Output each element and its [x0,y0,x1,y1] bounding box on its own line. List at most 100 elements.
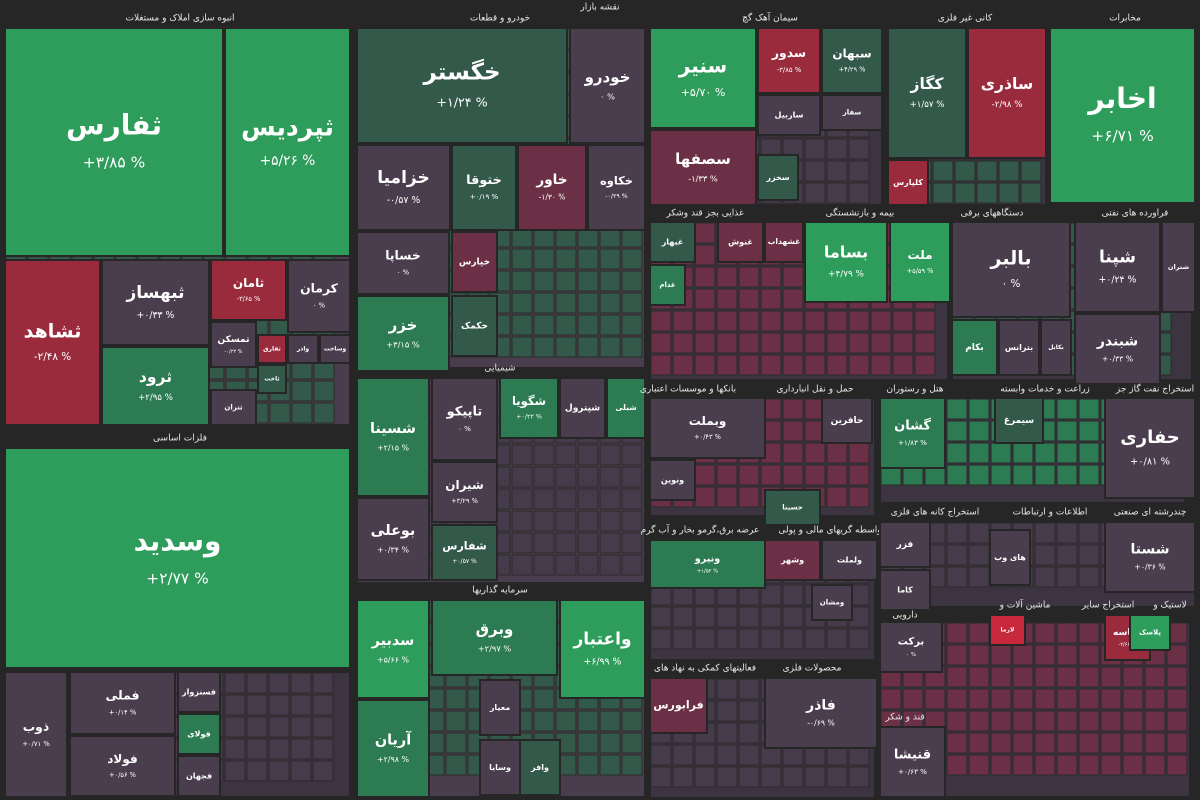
small-tile [968,732,990,754]
small-tile [1056,398,1078,420]
stock-tile [69,735,176,797]
stock-name: شبندر [1096,333,1138,349]
small-tile [694,606,716,628]
small-tile [760,310,782,332]
stock-tile [287,259,351,333]
small-tile [577,270,599,292]
small-tile [577,444,599,466]
stock-tile [879,569,931,611]
stock-name: ثبهساز [125,283,184,303]
small-tile [804,766,826,788]
small-tile [224,672,246,694]
stock-tile [101,346,210,426]
stock-name: بترانس [1005,343,1033,353]
small-tile [511,248,533,270]
stock-tile [998,319,1040,376]
small-tile [946,442,968,464]
stock-name: ثشاهد [24,321,82,343]
sector-label: استخراج نفت گاز جز [1115,383,1194,395]
small-tile [716,606,738,628]
stock-tile [431,524,498,581]
small-tile [782,266,804,288]
small-tile [1078,754,1100,776]
small-tile [826,160,848,182]
small-tile [826,310,848,332]
small-tile [313,380,335,402]
small-tile [1020,160,1042,182]
stock-name: های وب [994,553,1026,562]
stock-name: کماسه [1113,628,1143,638]
small-tile [577,510,599,532]
stock-name: فملی [105,688,139,703]
small-tile [804,628,826,650]
stock-name: واعتبار [572,630,631,650]
small-tile [621,466,643,488]
stock-name: سصفها [675,150,731,168]
stock-change: +۱/۵۲ % [697,569,718,575]
small-tile [990,754,1012,776]
stock-tile [764,221,804,263]
small-tile [804,182,826,204]
small-tile [577,554,599,576]
stock-change: +۰/۱۹ % [470,192,499,201]
small-tile [932,182,954,204]
stock-tile [587,144,646,231]
stock-change: +۲/۹۵ % [138,393,173,403]
stock-name: فولای [187,730,211,739]
small-tile [924,688,946,710]
stock-tile [764,677,878,749]
small-tile [555,248,577,270]
sector-label: اطلاعات و ارتباطات [1013,508,1088,518]
small-tile [621,732,643,754]
stock-change: +۱/۲۴ % [436,94,487,109]
sector-label: فراورده های نفتی [1102,209,1169,219]
small-tile [1056,544,1078,566]
sector-label: بیمه و بازنشستگی [826,207,895,219]
small-tile [224,738,246,760]
small-tile [848,182,870,204]
small-tile [848,628,870,650]
small-tile [760,354,782,376]
stock-tile [479,739,521,796]
stock-change: ۰ % [600,91,615,101]
small-tile [1056,732,1078,754]
small-tile [738,354,760,376]
stock-tile [479,679,521,736]
sector-label: دستگاههای برقی [961,207,1024,219]
stock-change: -۱/۳۳ % [688,173,718,183]
small-tile [599,248,621,270]
sector-label: ماشین آلات و [999,599,1051,611]
stock-change: -۳/۸۵ % [777,66,802,74]
small-tile [760,464,782,486]
sector-label: فعالیتهای کمکی به نهاد های [654,664,756,674]
small-tile [1078,544,1100,566]
small-tile [738,266,760,288]
small-tile [1034,522,1056,544]
small-tile [1056,566,1078,588]
small-tile [1034,688,1056,710]
small-tile [290,760,312,782]
stock-name: کرمان [300,281,339,296]
stock-change: +۳/۲۹ % [451,497,478,505]
small-tile [599,510,621,532]
stock-tile [356,295,450,372]
small-tile [1012,666,1034,688]
small-tile [782,420,804,442]
small-tile [1056,622,1078,644]
small-tile [804,332,826,354]
small-tile [782,584,804,606]
small-tile [870,354,892,376]
small-tile [312,760,334,782]
small-tile [968,398,990,420]
sector-label: سرمایه گذاریها [472,584,528,596]
stock-name: ثاخت [264,376,279,383]
stock-change: +۲/۷۷ % [146,570,208,588]
small-tile [946,464,968,486]
small-tile [555,554,577,576]
small-tile [694,222,716,244]
small-tile [290,716,312,738]
stock-name: ملت [907,248,932,262]
stock-name: ساذری [981,75,1033,93]
small-tile [268,738,290,760]
stock-name: سخزر [765,173,789,182]
